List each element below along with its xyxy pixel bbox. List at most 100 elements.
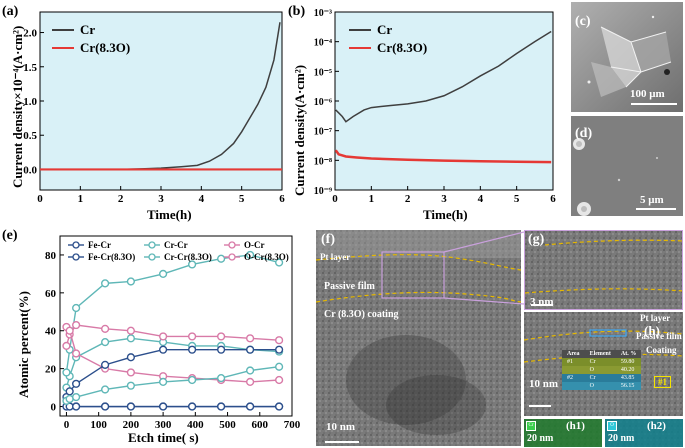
x-tick-label: 600 [252,419,269,431]
data-point [275,258,284,267]
chart-e: 0 100 200 300 400 500 600 700 0 20 40 60 80 Fe-Cr Fe-C… [45,235,300,431]
tem-image-g [524,230,683,310]
x-tick-label: 5 [514,193,520,205]
data-point [246,345,255,354]
eds-cell: 43.85 [620,375,635,381]
data-point [159,345,168,354]
eds-cell: 40.20 [620,367,635,373]
tem-image-f [316,230,521,446]
panel-h1-letter: (h1) [566,420,585,432]
x-tick-label: 5 [239,193,245,205]
data-point [217,374,226,383]
data-point [126,277,135,286]
x-tick-label: 0 [37,193,43,205]
pt-layer-label-h: Pt layer [640,313,671,323]
y-tick-label: 10⁻⁴ [314,38,332,49]
legend-marker [148,253,156,261]
data-point [159,269,168,278]
data-point [72,392,81,402]
tem-image-h [524,312,683,416]
legend-label: Fe-Cr [88,240,111,250]
data-point [126,334,135,343]
o-element-icon: O [607,421,617,431]
eds-cell: Cr [589,359,596,365]
data-point [65,326,74,335]
data-point [126,368,135,377]
x-tick-label: 500 [219,419,236,431]
legend-marker [228,241,236,249]
eds-table: Area Element At. % #1 Cr 59.80 O 40.20 #… [562,350,642,390]
data-point [62,368,71,377]
legend-label: Cr [377,22,392,37]
passive-film-label-h: Passive film [636,331,682,341]
data-point [246,334,255,343]
series-line-cr83o [334,149,552,164]
eds-header-element: Element [589,351,611,357]
panel-e-xlabel: Etch time( s) [128,430,199,445]
x-tick-label: 300 [155,419,172,431]
y-tick-label: 10⁻⁹ [314,186,332,197]
panel-h2-letter: (h2) [647,420,666,432]
data-point [188,345,197,354]
scale-f: 10 nm [326,421,356,433]
x-tick-label: 200 [123,419,140,431]
data-point [126,326,135,335]
y-tick-label: 1.0 [23,96,37,108]
data-point [101,279,110,288]
eds-cell: 56.15 [620,383,635,389]
data-point [217,254,226,263]
y-tick-label: 1.5 [23,62,37,74]
eds-header-at: At. % [620,351,637,357]
data-point [126,402,135,411]
eds-cell: #1 [567,359,573,365]
eds-cell [562,366,585,374]
data-point [188,332,197,341]
legend-label: Cr(8.3O) [377,40,427,55]
x-tick-label: 2 [118,193,124,205]
scale-h2: 20 nm [608,433,635,444]
data-point [101,402,110,411]
scale-g: 3 nm [530,296,554,308]
y-tick-label: 10⁻⁸ [314,156,332,167]
data-point [126,353,135,362]
cr-element-icon: Cr [526,421,536,431]
y-tick-label: 0 [51,402,57,414]
x-tick-label: 1 [369,193,375,205]
panel-e-letter: (e) [2,228,18,243]
plot-area [59,235,293,417]
x-tick-label: 0 [64,419,70,431]
y-tick-label: 10⁻³ [314,8,332,19]
legend-marker [72,241,80,249]
scale-bar-d [636,208,676,210]
series-line-cr [335,30,552,123]
eds-cell: Cr [589,375,596,381]
panel-b-xlabel: Time(h) [423,207,468,222]
legend-label: Cr-Cr [164,240,188,250]
legend-label: Cr [80,22,95,37]
x-tick-label: 3 [441,193,447,205]
scale-d: 5 μm [640,194,664,206]
coating-label-h: Coating [646,345,677,355]
x-tick-label: 4 [199,193,205,205]
y-tick-label: 0.5 [23,130,37,142]
panel-f-letter: (f) [321,232,335,247]
eds-header-area: Area [567,351,580,357]
x-tick-label: 6 [279,193,285,205]
panel-a-letter: (a) [2,4,19,19]
area-marker: #1 [654,376,671,388]
data-point [188,260,197,269]
panel-d-letter: (d) [575,126,593,141]
data-point [126,381,135,390]
y-tick-label: 2.0 [23,28,37,40]
chart-a: 0 1 2 3 4 5 6 0.0 0.5 1.0 1.5 2.0 Cr Cr(8.3O) [23,11,285,205]
x-tick-label: 100 [90,419,107,431]
data-point [217,402,226,411]
zoom-connector [443,231,525,305]
data-point [246,402,255,411]
panel-h-letter: (h) [644,323,660,338]
data-point [188,375,197,385]
x-tick-label: 6 [550,193,556,205]
x-tick-label: 2 [405,193,411,205]
data-point [72,402,81,411]
x-tick-label: 1 [78,193,84,205]
